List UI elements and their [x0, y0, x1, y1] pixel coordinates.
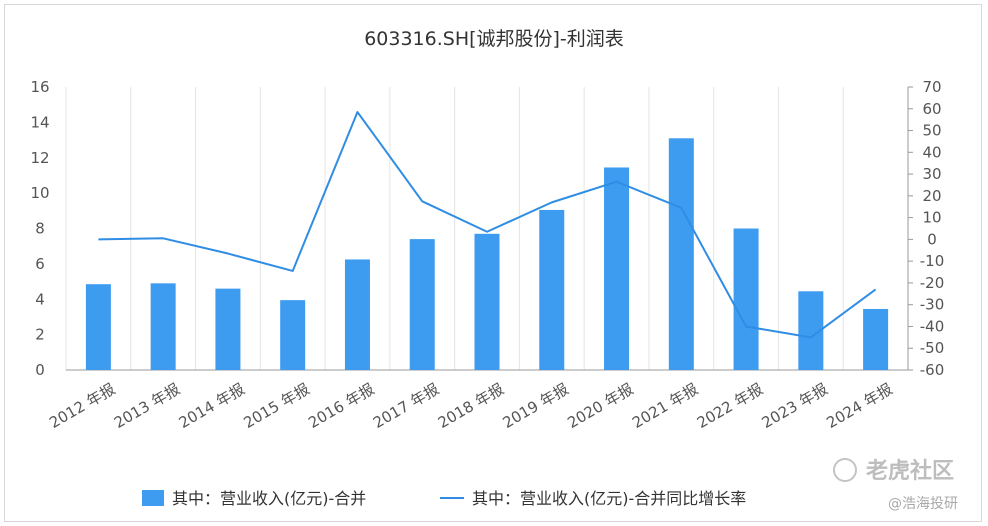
bar: [863, 308, 889, 370]
bar: [85, 284, 111, 370]
bar: [668, 138, 694, 370]
x-tick-label: 2018 年报: [435, 380, 507, 432]
y-left-tick-label: 8: [35, 220, 45, 238]
y-right-tick-label: -10: [920, 252, 945, 270]
y-right-tick-label: -60: [920, 361, 945, 379]
bar: [280, 300, 306, 370]
legend-bar-swatch: [142, 490, 164, 506]
bar: [409, 239, 435, 370]
y-right-tick-label: -50: [920, 339, 945, 357]
line-series: [98, 111, 877, 339]
y-right-tick-label: -40: [920, 317, 945, 335]
bar-series: [85, 138, 889, 370]
bar: [604, 167, 630, 370]
bar: [215, 288, 241, 370]
y-right-tick-label: 70: [922, 78, 941, 96]
bar: [474, 233, 500, 370]
growth-line: [98, 111, 877, 339]
watermark: 老虎社区 @浩海投研: [833, 458, 958, 512]
x-tick-label: 2023 年报: [759, 380, 831, 432]
y-left-tick-label: 6: [35, 255, 45, 273]
legend-line-label: 其中：营业收入(亿元)-合并同比增长率: [472, 489, 746, 508]
y-right-tick-label: 40: [922, 143, 941, 161]
x-tick-label: 2022 年报: [694, 380, 766, 432]
y-left-tick-label: 0: [35, 361, 45, 379]
y-left-tick-label: 4: [35, 290, 45, 308]
x-tick-label: 2019 年报: [500, 380, 572, 432]
y-left-tick-label: 2: [35, 326, 45, 344]
y-right-tick-label: 30: [922, 165, 941, 183]
y-right-tick-label: 50: [922, 122, 941, 140]
bar: [539, 209, 565, 370]
tiger-logo-icon: [833, 458, 857, 482]
bar: [344, 259, 370, 370]
y-right-tick-label: 10: [922, 209, 941, 227]
legend: 其中：营业收入(亿元)-合并 其中：营业收入(亿元)-合并同比增长率: [142, 489, 746, 508]
y-right-tick-label: 20: [922, 187, 941, 205]
y-right-tick-label: -30: [920, 296, 945, 314]
x-tick-label: 2015 年报: [241, 380, 313, 432]
x-tick-label: 2013 年报: [111, 380, 183, 432]
watermark-brand: 老虎社区: [865, 458, 954, 484]
y-left-tick-label: 10: [30, 184, 49, 202]
bar: [150, 283, 176, 370]
x-tick-label: 2024 年报: [823, 380, 895, 432]
x-tick-label: 2021 年报: [629, 380, 701, 432]
x-tick-label: 2012 年报: [46, 380, 118, 432]
y-right-tick-label: 0: [927, 230, 937, 248]
legend-bar-label: 其中：营业收入(亿元)-合并: [172, 489, 366, 508]
y-right-tick-label: 60: [922, 100, 941, 118]
bar: [733, 228, 759, 370]
y-left-tick-label: 16: [30, 78, 49, 96]
y-right-tick-label: -20: [920, 274, 945, 292]
chart-title: 603316.SH[诚邦股份]-利润表: [364, 28, 624, 50]
x-tick-label: 2020 年报: [564, 380, 636, 432]
x-tick-label: 2014 年报: [176, 380, 248, 432]
y-left-tick-label: 12: [30, 149, 49, 167]
x-tick-label: 2016 年报: [305, 380, 377, 432]
watermark-author: @浩海投研: [888, 496, 958, 512]
x-tick-label: 2017 年报: [370, 380, 442, 432]
y-left-tick-label: 14: [30, 113, 49, 131]
